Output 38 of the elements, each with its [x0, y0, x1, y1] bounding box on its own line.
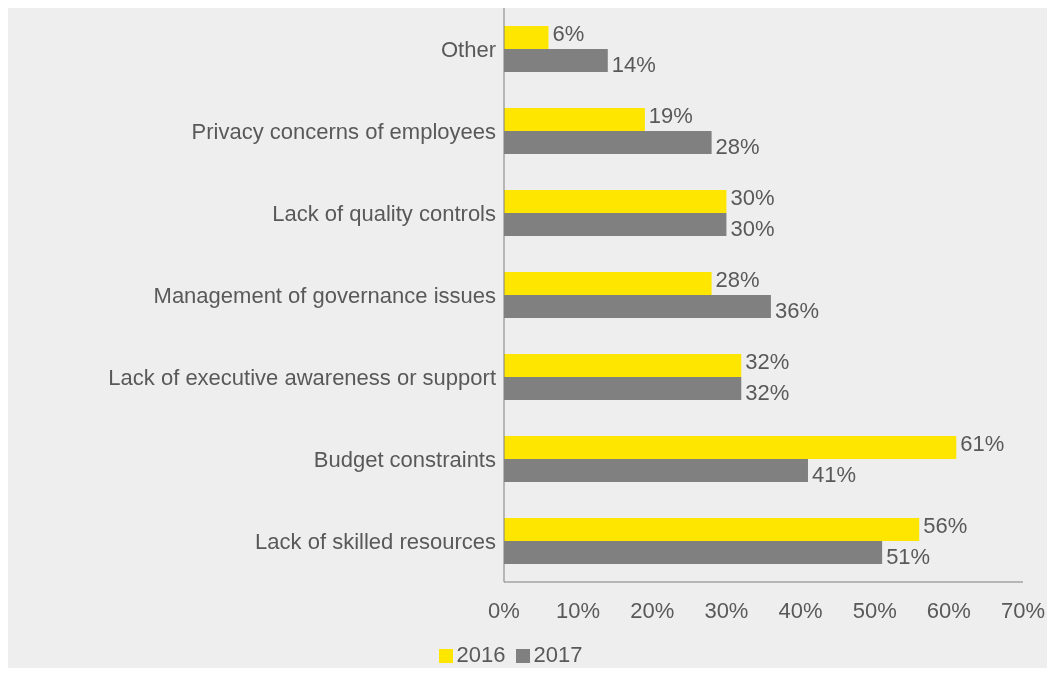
x-tick-label: 0%: [488, 597, 520, 623]
data-label: 14%: [611, 52, 656, 78]
data-label: 30%: [730, 185, 775, 211]
y-tick-label: Lack of executive awareness or support: [108, 364, 496, 390]
x-tick-label: 70%: [1000, 597, 1046, 623]
data-label: 56%: [923, 513, 968, 539]
x-tick-label: 20%: [630, 597, 675, 623]
legend-label: 2016: [456, 642, 506, 667]
y-tick-label: Lack of quality controls: [272, 200, 496, 226]
x-tick-label: 10%: [556, 597, 601, 623]
bar: [504, 26, 549, 50]
data-label: 32%: [745, 349, 790, 375]
data-label: 32%: [745, 380, 790, 406]
bar: [504, 354, 742, 378]
y-tick-label: Lack of skilled resources: [255, 528, 496, 554]
y-tick-label: Management of governance issues: [153, 282, 496, 308]
data-label: 28%: [715, 267, 760, 293]
bar: [504, 272, 712, 296]
data-label: 36%: [774, 298, 819, 324]
data-label: 19%: [648, 103, 693, 129]
legend-label: 2017: [533, 642, 583, 667]
y-tick-label: Privacy concerns of employees: [191, 118, 496, 144]
data-label: 6%: [552, 21, 585, 47]
data-label: 51%: [886, 544, 931, 570]
bar: [504, 190, 727, 214]
data-label: 61%: [960, 431, 1005, 457]
x-tick-label: 40%: [778, 597, 823, 623]
data-label: 41%: [811, 462, 857, 488]
bar: [504, 108, 645, 132]
x-tick-label: 30%: [704, 597, 749, 623]
y-tick-label: Other: [440, 36, 496, 62]
bar: [504, 518, 920, 542]
data-label: 30%: [730, 216, 775, 242]
x-tick-label: 50%: [852, 597, 897, 623]
bar: [504, 436, 957, 460]
y-tick-label: Budget constraints: [313, 446, 496, 472]
x-tick-label: 60%: [926, 597, 971, 623]
data-label: 28%: [715, 134, 760, 160]
